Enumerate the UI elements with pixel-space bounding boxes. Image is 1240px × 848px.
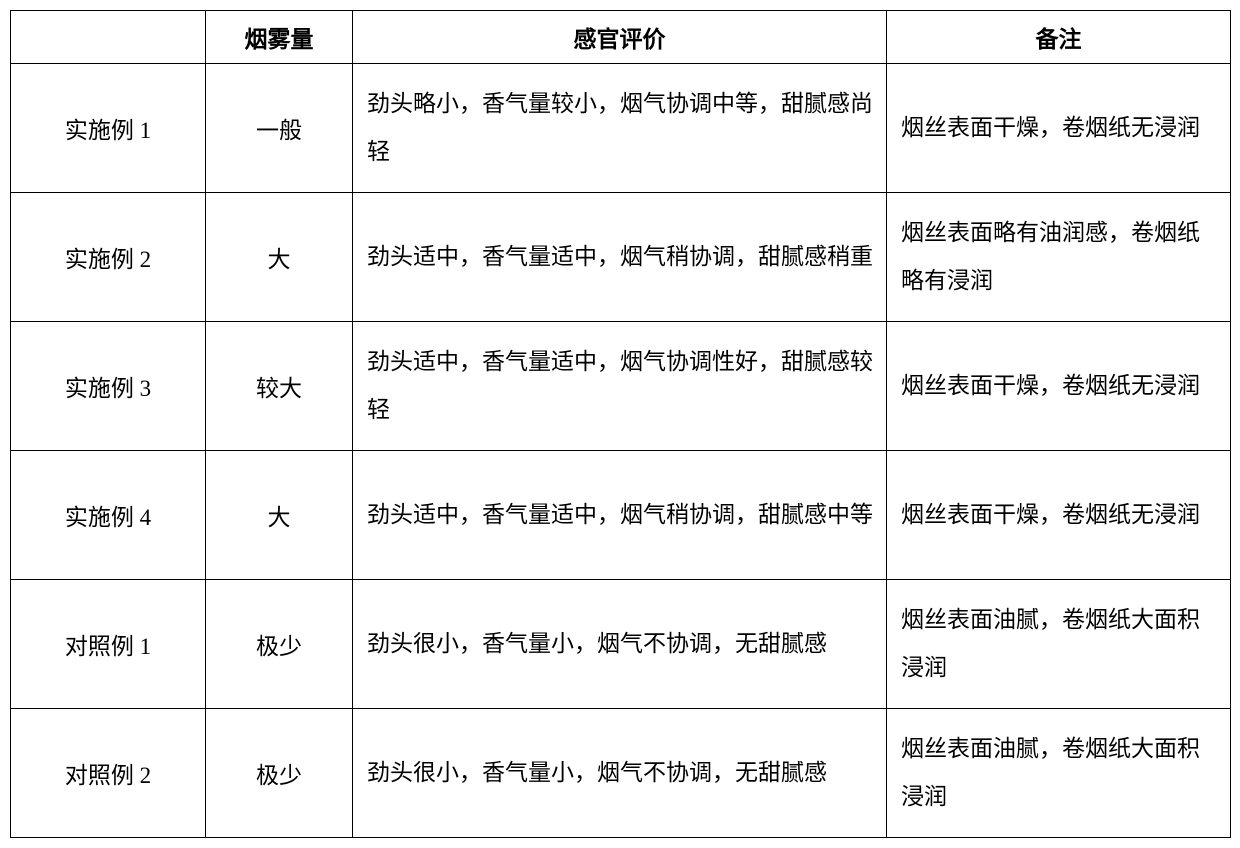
row-eval: 劲头适中，香气量适中，烟气稍协调，甜腻感中等	[353, 451, 887, 580]
table-row: 实施例 2 大 劲头适中，香气量适中，烟气稍协调，甜腻感稍重 烟丝表面略有油润感…	[11, 193, 1231, 322]
header-note: 备注	[887, 11, 1231, 64]
table-row: 对照例 2 极少 劲头很小，香气量小，烟气不协调，无甜腻感 烟丝表面油腻，卷烟纸…	[11, 709, 1231, 838]
table-row: 实施例 3 较大 劲头适中，香气量适中，烟气协调性好，甜腻感较轻 烟丝表面干燥，…	[11, 322, 1231, 451]
row-label: 实施例 3	[11, 322, 206, 451]
row-note: 烟丝表面略有油润感，卷烟纸略有浸润	[887, 193, 1231, 322]
header-smoke: 烟雾量	[206, 11, 353, 64]
header-rowlabel	[11, 11, 206, 64]
row-note: 烟丝表面干燥，卷烟纸无浸润	[887, 322, 1231, 451]
row-smoke: 极少	[206, 709, 353, 838]
row-eval: 劲头适中，香气量适中，烟气稍协调，甜腻感稍重	[353, 193, 887, 322]
table-row: 实施例 4 大 劲头适中，香气量适中，烟气稍协调，甜腻感中等 烟丝表面干燥，卷烟…	[11, 451, 1231, 580]
table-row: 实施例 1 一般 劲头略小，香气量较小，烟气协调中等，甜腻感尚轻 烟丝表面干燥，…	[11, 64, 1231, 193]
row-label: 对照例 1	[11, 580, 206, 709]
table-header-row: 烟雾量 感官评价 备注	[11, 11, 1231, 64]
row-label: 对照例 2	[11, 709, 206, 838]
row-label: 实施例 2	[11, 193, 206, 322]
row-label: 实施例 4	[11, 451, 206, 580]
row-note: 烟丝表面干燥，卷烟纸无浸润	[887, 451, 1231, 580]
row-smoke: 大	[206, 451, 353, 580]
row-note: 烟丝表面油腻，卷烟纸大面积浸润	[887, 709, 1231, 838]
row-label: 实施例 1	[11, 64, 206, 193]
header-eval: 感官评价	[353, 11, 887, 64]
row-eval: 劲头很小，香气量小，烟气不协调，无甜腻感	[353, 580, 887, 709]
row-eval: 劲头适中，香气量适中，烟气协调性好，甜腻感较轻	[353, 322, 887, 451]
row-smoke: 大	[206, 193, 353, 322]
evaluation-table: 烟雾量 感官评价 备注 实施例 1 一般 劲头略小，香气量较小，烟气协调中等，甜…	[10, 10, 1231, 838]
table-row: 对照例 1 极少 劲头很小，香气量小，烟气不协调，无甜腻感 烟丝表面油腻，卷烟纸…	[11, 580, 1231, 709]
row-eval: 劲头略小，香气量较小，烟气协调中等，甜腻感尚轻	[353, 64, 887, 193]
row-eval: 劲头很小，香气量小，烟气不协调，无甜腻感	[353, 709, 887, 838]
row-note: 烟丝表面油腻，卷烟纸大面积浸润	[887, 580, 1231, 709]
row-smoke: 较大	[206, 322, 353, 451]
row-smoke: 一般	[206, 64, 353, 193]
row-note: 烟丝表面干燥，卷烟纸无浸润	[887, 64, 1231, 193]
row-smoke: 极少	[206, 580, 353, 709]
